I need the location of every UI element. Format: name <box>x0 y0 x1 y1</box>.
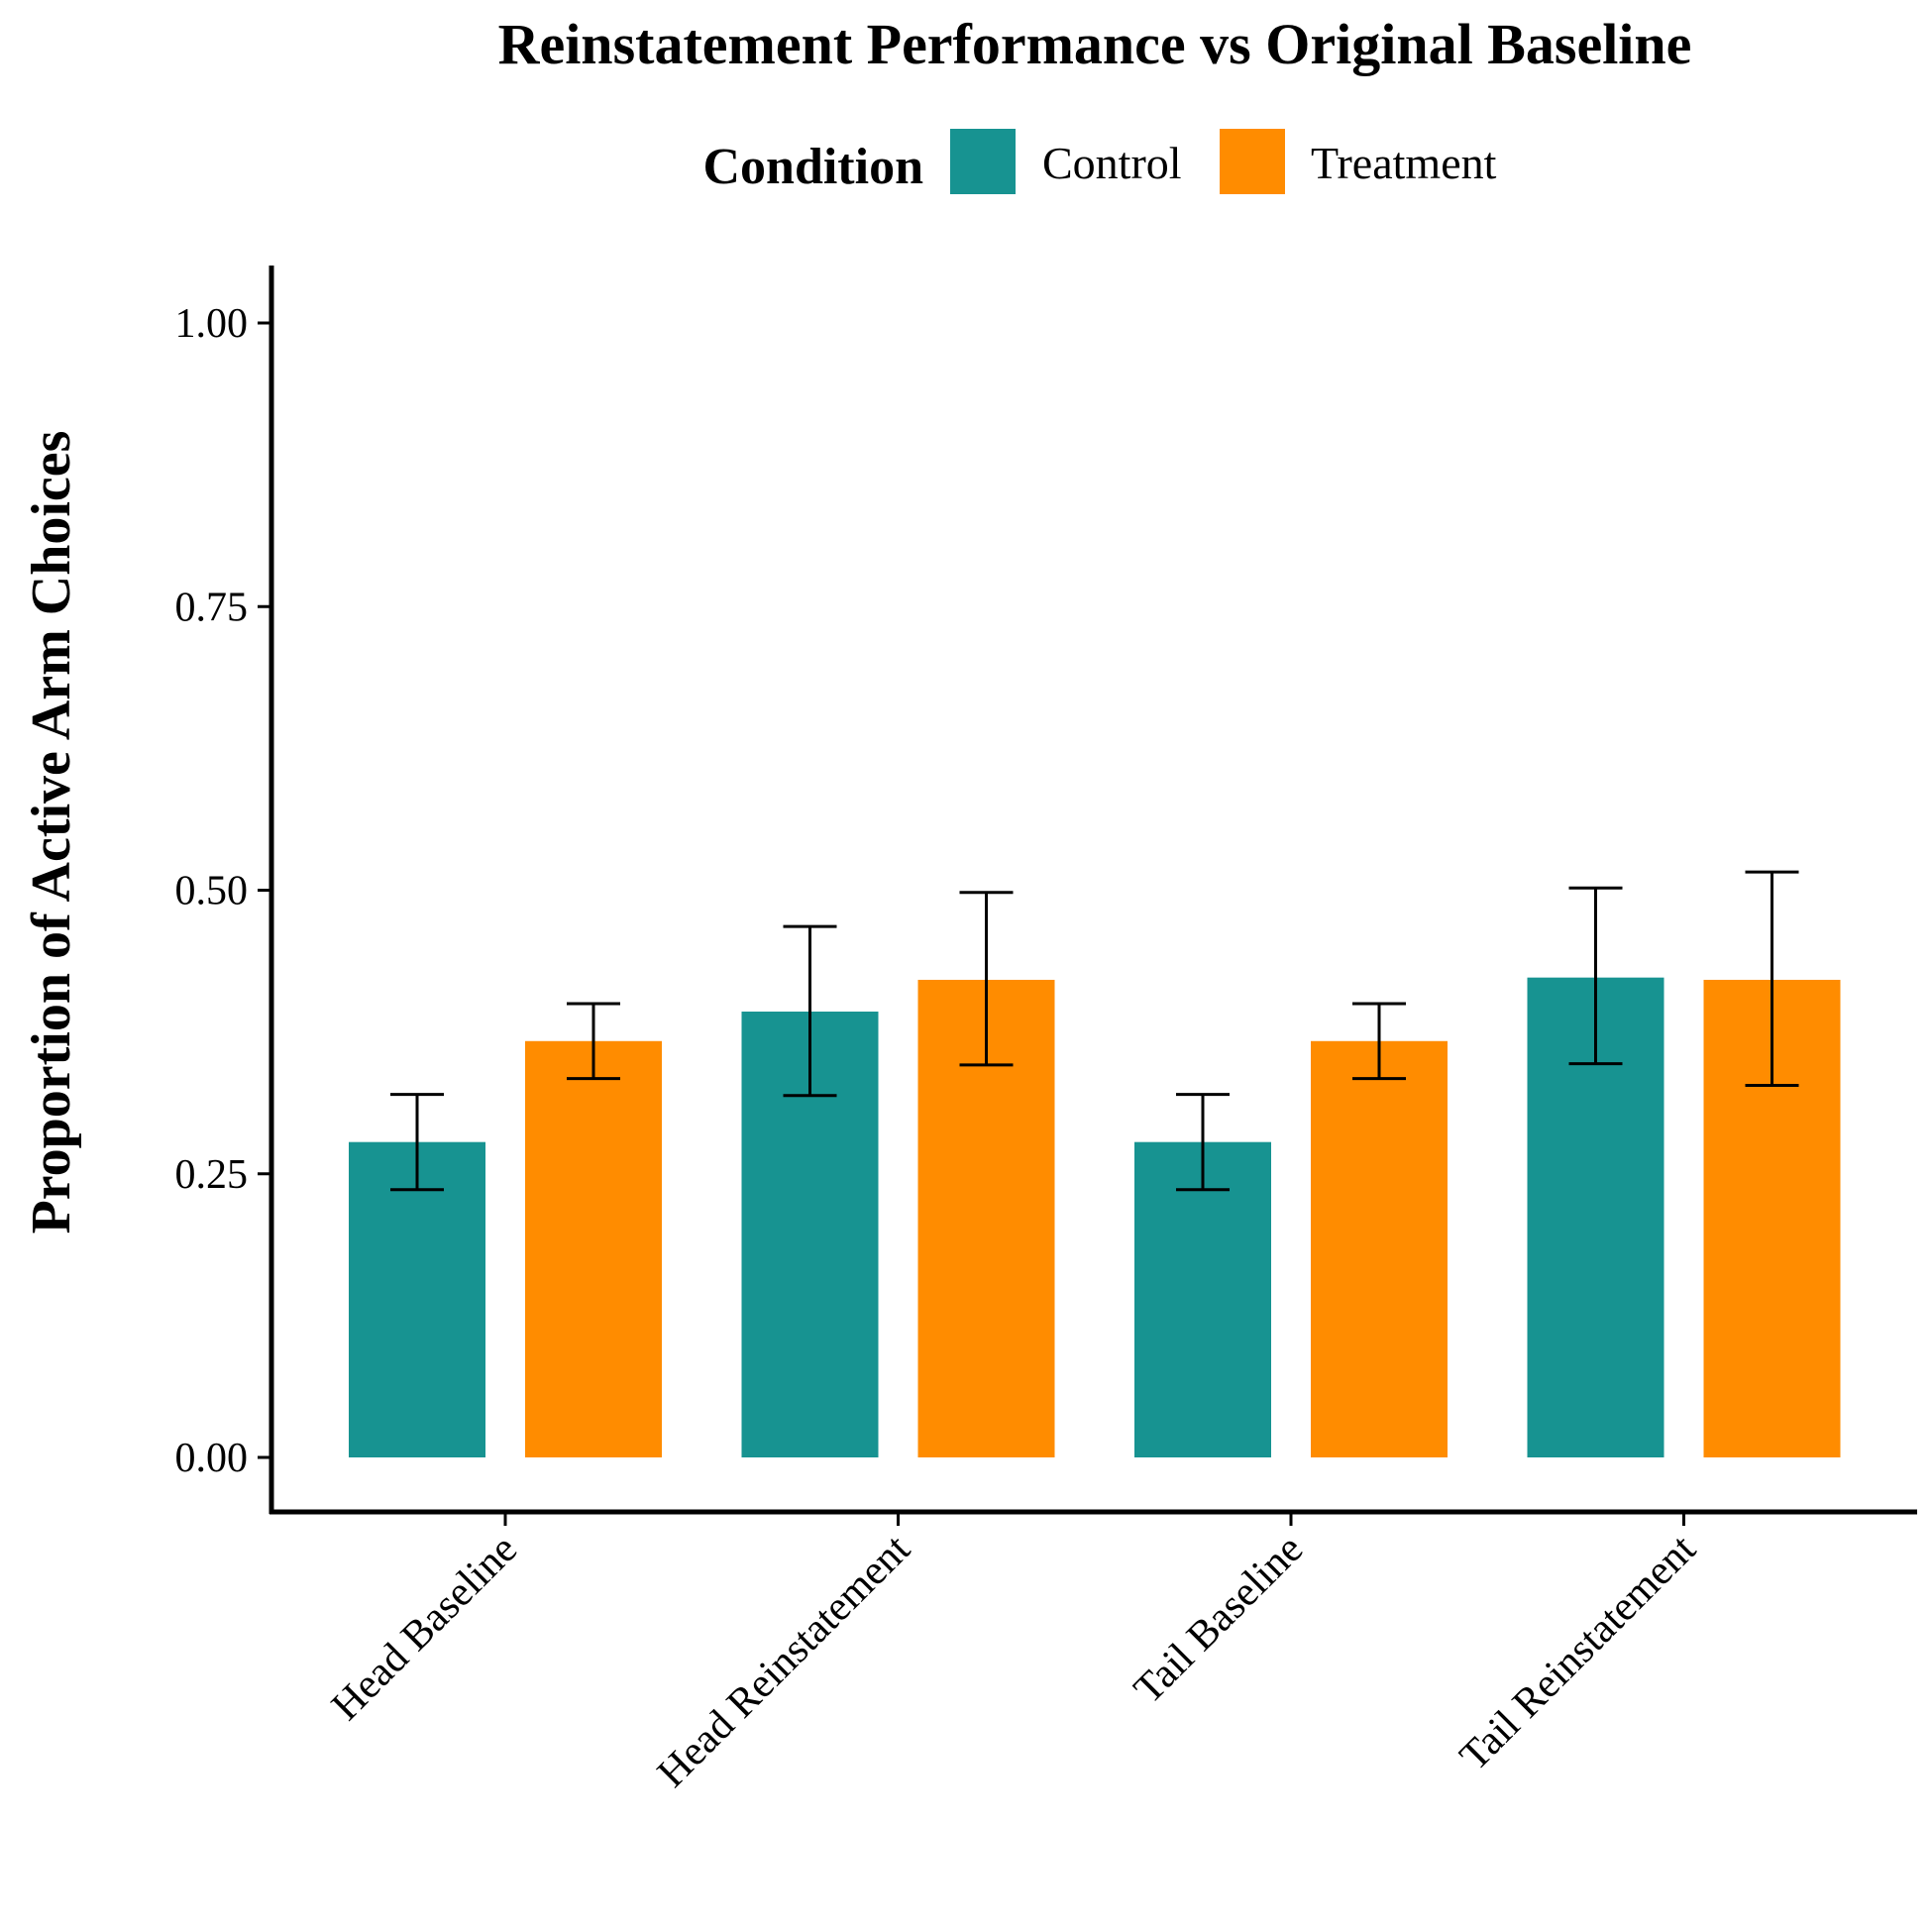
y-axis-title: Proportion of Active Arm Choices <box>21 431 82 1234</box>
legend-key-treatment <box>1220 129 1285 194</box>
y-tick-label: 0.50 <box>175 869 249 914</box>
legend-title: Condition <box>702 139 923 195</box>
error-bar <box>1352 1002 1406 1081</box>
x-tick-label: Tail Baseline <box>1126 1527 1312 1713</box>
y-tick-label: 0.00 <box>175 1436 249 1481</box>
legend-key-control <box>950 129 1016 194</box>
y-tick-label: 0.25 <box>175 1152 249 1198</box>
bar-control <box>349 1141 485 1457</box>
plot-area: 0.00 0.25 0.50 0.75 1.00 Head Baseline Head Re… <box>175 266 1917 1796</box>
x-tick-label: Head Baseline <box>323 1527 526 1730</box>
legend: Condition Control Treatment <box>702 129 1497 195</box>
error-bar <box>1745 870 1799 1087</box>
error-bar <box>959 891 1014 1067</box>
error-bar <box>1176 1093 1230 1192</box>
x-tick-label: Tail Reinstatement <box>1451 1526 1705 1779</box>
error-bar <box>567 1002 620 1081</box>
legend-label-control: Control <box>1042 138 1182 188</box>
bar-treatment <box>1311 1040 1448 1457</box>
error-bar <box>1568 886 1623 1066</box>
chart-title: Reinstatement Performance vs Original Ba… <box>498 12 1692 76</box>
x-tick-label: Head Reinstatement <box>649 1526 919 1796</box>
error-bar <box>783 924 837 1098</box>
bar-treatment <box>525 1040 662 1457</box>
y-tick-label: 0.75 <box>175 585 249 630</box>
legend-label-treatment: Treatment <box>1311 138 1497 188</box>
y-tick-label: 1.00 <box>175 301 249 347</box>
bar-control <box>1134 1141 1271 1457</box>
error-bar <box>390 1093 444 1192</box>
